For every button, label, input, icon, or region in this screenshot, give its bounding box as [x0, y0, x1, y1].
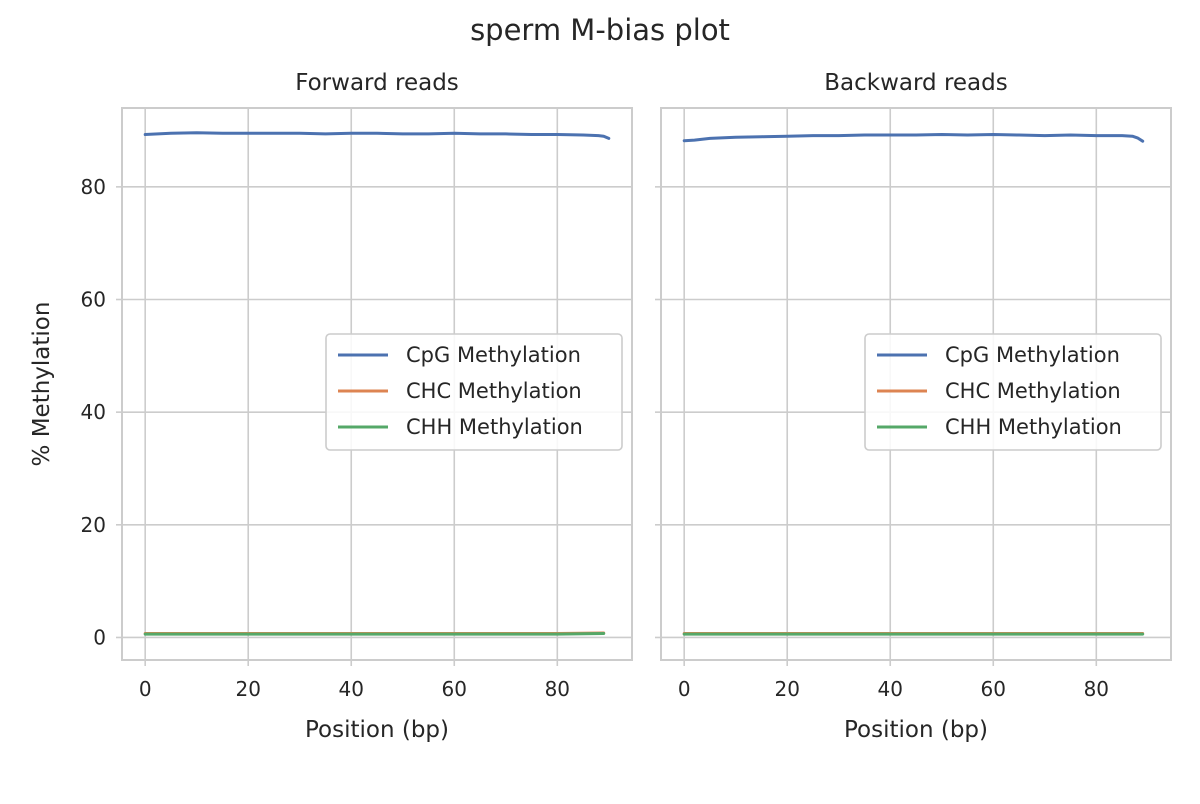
y-tick-label: 40 — [81, 400, 106, 424]
x-tick-label: 80 — [545, 677, 570, 701]
x-tick-label: 60 — [981, 677, 1006, 701]
y-tick-label: 60 — [81, 288, 106, 312]
x-tick-label: 40 — [878, 677, 903, 701]
legend: CpG Methylation CHC Methylation CHH Methyl… — [864, 333, 1162, 451]
legend-box — [325, 333, 623, 451]
x-tick-label: 0 — [139, 677, 152, 701]
x-tick-label: 60 — [442, 677, 467, 701]
panel-2: 0 20 40 60 80 Backward reads Position (bp) CpG … — [655, 70, 1172, 743]
x-axis-label: Position (bp) — [844, 717, 988, 743]
legend-label: CpG Methylation — [945, 343, 1120, 367]
legend-label: CHC Methylation — [406, 379, 582, 403]
x-tick-label: 40 — [339, 677, 364, 701]
series-line-cpg-methylation — [682, 133, 1145, 143]
y-tick-label: 80 — [81, 175, 106, 199]
y-axis-label: % Methylation — [29, 302, 55, 467]
legend-label: CHH Methylation — [945, 415, 1122, 439]
panel-title: Forward reads — [295, 70, 459, 96]
panel-1: 0 20 40 60 80 0 20 40 60 80 Forward reads Position … — [29, 70, 633, 743]
axes-frame — [121, 107, 633, 661]
series-line-chh-methylation — [143, 632, 606, 636]
panel-title: Backward reads — [824, 70, 1007, 96]
axes-frame — [660, 107, 1172, 661]
legend-box — [864, 333, 1162, 451]
figure-title: sperm M-bias plot — [470, 13, 730, 47]
x-axis-label: Position (bp) — [305, 717, 449, 743]
x-tick-label: 0 — [678, 677, 691, 701]
y-tick-label: 20 — [81, 513, 106, 537]
legend-label: CHC Methylation — [945, 379, 1121, 403]
legend: CpG Methylation CHC Methylation CHH Methyl… — [325, 333, 623, 451]
legend-label: CHH Methylation — [406, 415, 583, 439]
x-tick-label: 80 — [1084, 677, 1109, 701]
legend-label: CpG Methylation — [406, 343, 581, 367]
y-tick-label: 0 — [93, 625, 106, 649]
x-tick-label: 20 — [235, 677, 260, 701]
series-line-cpg-methylation — [143, 131, 611, 140]
x-tick-label: 20 — [774, 677, 799, 701]
